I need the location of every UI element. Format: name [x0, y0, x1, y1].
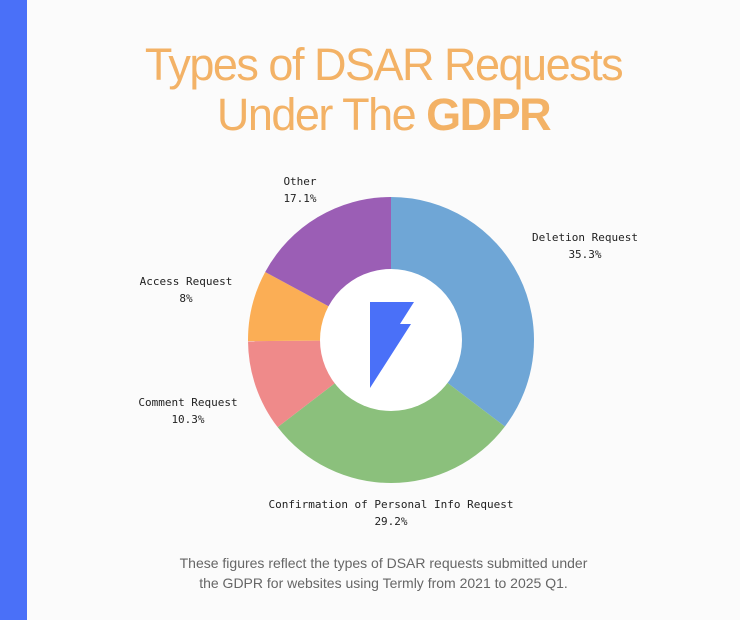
slice-label-confirmation: Confirmation of Personal Info Request — [268, 498, 513, 511]
footnote-line1: These figures reflect the types of DSAR … — [179, 555, 588, 571]
slice-value-other: 17.1% — [283, 192, 316, 205]
chart-title-line1: Types of DSAR Requests — [144, 39, 624, 90]
slice-confirmation-of-personal-info-request — [277, 340, 505, 483]
title-prefix: Under The — [216, 89, 427, 140]
slice-value-access: 8% — [179, 292, 193, 305]
slice-value-confirmation: 29.2% — [374, 515, 407, 528]
accent-bar — [0, 0, 27, 620]
slice-deletion-request — [391, 197, 534, 427]
title-bold: GDPR — [426, 89, 552, 140]
slice-label-comment: Comment Request — [138, 396, 237, 409]
slice-value-deletion: 35.3% — [568, 248, 601, 261]
slice-value-comment: 10.3% — [171, 413, 204, 426]
slice-label-other: Other — [283, 175, 316, 188]
chart-title-line2: Under The GDPR — [27, 90, 740, 140]
termly-bolt-logo-icon — [370, 302, 414, 388]
slice-label-deletion: Deletion Request — [532, 231, 638, 244]
slice-label-access: Access Request — [140, 275, 233, 288]
footnote-line2: the GDPR for websites using Termly from … — [199, 575, 568, 591]
footnote: These figures reflect the types of DSAR … — [27, 553, 740, 593]
